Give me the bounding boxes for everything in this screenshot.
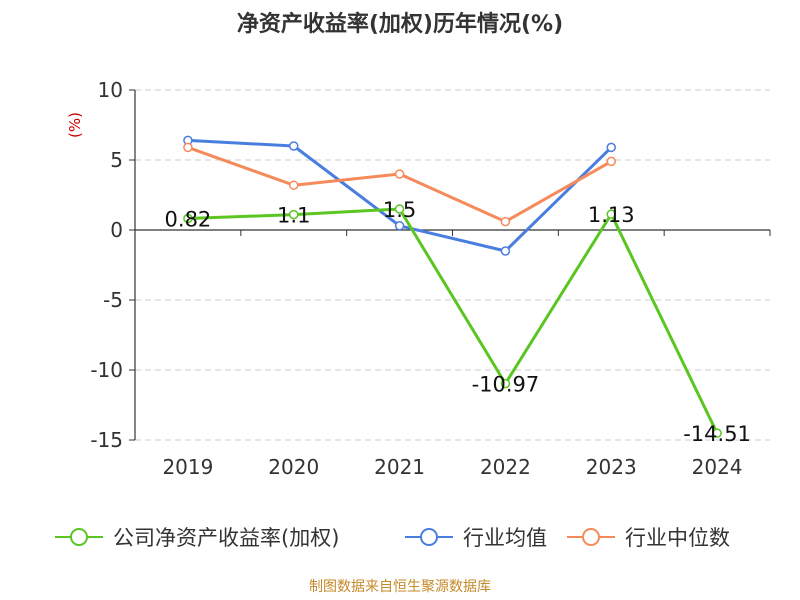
data-point xyxy=(500,378,511,389)
data-point xyxy=(606,142,616,153)
legend-marker xyxy=(420,528,438,546)
data-label: 1.5 xyxy=(383,198,416,222)
x-tick-label: 2020 xyxy=(268,455,319,479)
data-point xyxy=(289,209,299,220)
axes: 10 5 0 -5 -10 -15 2019 2020 2021 2022 2023 2024 (%) xyxy=(66,78,771,479)
source-note: 制图数据来自恒生聚源数据库 xyxy=(309,579,491,595)
y-tick-label: 5 xyxy=(110,148,123,172)
data-point xyxy=(500,216,511,227)
data-point xyxy=(289,141,299,151)
y-tick-label: 10 xyxy=(98,78,123,102)
legend-label: 行业均值 xyxy=(463,526,547,550)
data-label: -10.97 xyxy=(472,373,540,397)
x-tick-label: 2024 xyxy=(692,455,743,479)
data-point xyxy=(183,213,193,224)
x-tick-label: 2022 xyxy=(480,455,531,479)
y-tick-label: -5 xyxy=(103,288,123,312)
x-tick-label: 2021 xyxy=(374,455,425,479)
data-point xyxy=(394,204,405,214)
data-point xyxy=(289,180,299,190)
chart-title: 净资产收益率(加权)历年情况(%) xyxy=(236,12,564,37)
data-point xyxy=(394,221,405,231)
legend-label: 公司净资产收益率(加权) xyxy=(113,526,339,550)
legend: 公司净资产收益率(加权) 行业均值 行业中位数 xyxy=(55,526,730,550)
x-tick-label: 2023 xyxy=(586,455,637,479)
data-label: 0.82 xyxy=(165,208,212,232)
y-tick-label: 0 xyxy=(110,218,123,242)
x-tick-label: 2019 xyxy=(162,455,213,479)
series-line xyxy=(187,138,613,253)
series-line xyxy=(187,207,719,434)
data-point xyxy=(183,142,193,153)
data-point xyxy=(712,428,722,438)
data-point xyxy=(606,209,616,219)
legend-marker xyxy=(70,528,88,546)
data-labels: 0.82 1.1 1.5 -10.97 1.13 -14.51 xyxy=(165,198,751,446)
y-tick-label: -10 xyxy=(90,358,123,382)
legend-marker xyxy=(582,528,600,546)
data-label: 1.1 xyxy=(277,204,310,228)
y-axis-label: (%) xyxy=(66,112,84,138)
y-tick-label: -15 xyxy=(90,428,123,452)
legend-label: 行业中位数 xyxy=(625,526,730,550)
grid-lines xyxy=(135,89,770,441)
data-point xyxy=(606,156,616,167)
series-lines xyxy=(183,135,722,438)
data-point xyxy=(394,169,405,179)
data-label: 1.13 xyxy=(588,203,635,227)
data-point xyxy=(500,246,511,256)
data-label: -14.51 xyxy=(683,422,751,446)
